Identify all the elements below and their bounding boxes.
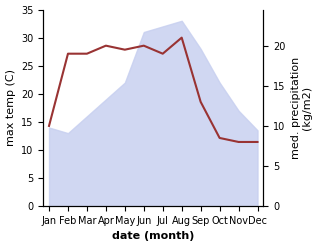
Y-axis label: max temp (C): max temp (C) (5, 69, 16, 146)
Y-axis label: med. precipitation
(kg/m2): med. precipitation (kg/m2) (291, 57, 313, 159)
X-axis label: date (month): date (month) (112, 231, 194, 242)
